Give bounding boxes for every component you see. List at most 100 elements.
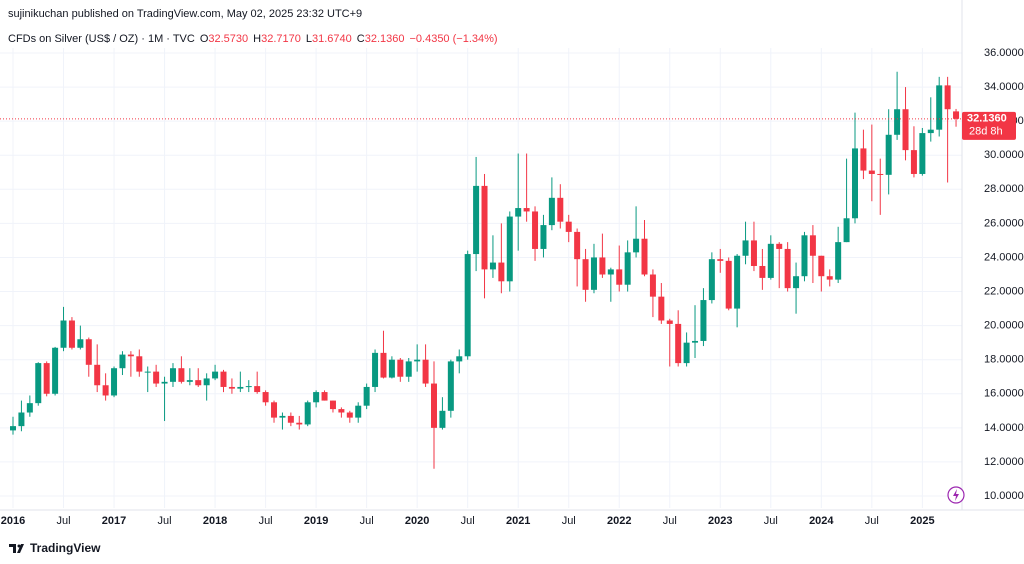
candle-body <box>532 211 539 249</box>
candle-body <box>599 257 606 275</box>
candle-body <box>784 248 791 289</box>
x-tick-label: Jul <box>56 515 70 527</box>
y-tick-label: 16.0000 <box>984 388 1024 400</box>
candle-body <box>35 363 42 404</box>
lightning-icon <box>947 486 965 504</box>
price-tag <box>962 111 1016 140</box>
candle-body <box>68 320 75 348</box>
candle-body <box>60 320 67 348</box>
y-tick-label: 28.0000 <box>984 183 1024 195</box>
candle-body <box>776 243 783 249</box>
candle-body <box>10 426 16 431</box>
candle-body <box>372 352 379 387</box>
y-tick-label: 18.0000 <box>984 354 1024 366</box>
y-tick-label: 26.0000 <box>984 217 1024 229</box>
candle-body <box>262 392 269 403</box>
candle-body <box>237 386 244 389</box>
legend-symbol: CFDs on Silver (US$ / OZ) · 1M · TVC <box>8 33 195 45</box>
candle-body <box>910 150 917 174</box>
y-tick-label: 20.0000 <box>984 320 1024 332</box>
candle-body <box>683 342 690 364</box>
candle-body <box>675 323 682 364</box>
candle-body <box>506 216 513 282</box>
candle-body <box>102 385 109 396</box>
candle-body <box>144 371 151 373</box>
candle-body <box>228 386 235 389</box>
candle-body <box>346 412 353 418</box>
candle-body <box>498 262 505 282</box>
candle-body <box>439 410 446 428</box>
x-tick-label: 2018 <box>203 515 227 527</box>
candle-body <box>329 400 336 410</box>
x-tick-label: 2024 <box>809 515 834 527</box>
candle-body <box>279 415 286 418</box>
candle-body <box>321 392 328 401</box>
y-tick-label: 10.0000 <box>984 490 1024 502</box>
price-tag-countdown: 28d 8h <box>969 126 1003 138</box>
candle-body <box>388 359 395 378</box>
candle-body <box>447 361 454 411</box>
candle-body <box>852 148 858 219</box>
candle-body <box>692 340 699 343</box>
y-tick-label: 34.0000 <box>984 81 1024 93</box>
legend-value: 32.7170 <box>261 33 301 45</box>
candle-body <box>590 257 597 290</box>
candle-body <box>919 133 926 174</box>
candle-body <box>94 364 101 386</box>
candle-body <box>565 221 572 232</box>
legend-value: 31.6740 <box>312 33 352 45</box>
x-tick-label: Jul <box>865 515 879 527</box>
x-tick-label: Jul <box>158 515 172 527</box>
candle-body <box>178 368 185 382</box>
x-tick-label: 2022 <box>607 515 631 527</box>
legend-value: 32.1360 <box>365 33 405 45</box>
candle-body <box>548 197 555 226</box>
candle-body <box>136 356 143 372</box>
candle-body <box>203 378 210 386</box>
x-tick-label: 2023 <box>708 515 732 527</box>
candle-body <box>431 383 437 428</box>
candle-body <box>85 339 92 365</box>
candle-body <box>793 276 800 289</box>
candle-body <box>582 259 589 290</box>
footer-logo <box>9 544 24 553</box>
candle-body <box>153 371 160 384</box>
x-tick-label: Jul <box>360 515 374 527</box>
candle-body <box>641 238 648 275</box>
candle-body <box>616 269 623 285</box>
candle-body <box>414 359 421 362</box>
plot: 10.0000 12.0000 14.0000 16.0000 18.0000 20.00… <box>0 0 1024 527</box>
candle-body <box>338 409 345 413</box>
candle-body <box>111 368 118 396</box>
candle-body <box>489 262 496 270</box>
candle-body <box>936 85 943 130</box>
candle-body <box>26 403 33 413</box>
candle-body <box>212 371 219 379</box>
x-tick-label: Jul <box>562 515 576 527</box>
candle-body <box>927 129 934 134</box>
publisher-line: sujinikuchan published on TradingView.co… <box>8 8 362 20</box>
candle-body <box>894 109 901 135</box>
x-tick-label: Jul <box>764 515 778 527</box>
candle-body <box>52 347 59 394</box>
candle-body <box>868 170 875 174</box>
candle-body <box>877 173 884 175</box>
candle-body <box>473 185 480 255</box>
candle-body <box>607 269 614 275</box>
legend-value: 32.5730 <box>208 33 248 45</box>
x-tick-label: 2019 <box>304 515 328 527</box>
candle-body <box>287 415 294 423</box>
x-tick-label: Jul <box>461 515 475 527</box>
candle-body <box>304 402 311 425</box>
candle-body <box>700 300 707 341</box>
candle-body <box>355 405 362 418</box>
candle-body <box>767 243 774 278</box>
candle-body <box>843 218 850 243</box>
candle-body <box>666 320 673 324</box>
candle-body <box>186 380 193 382</box>
candle-body <box>18 412 25 427</box>
candle-body <box>245 386 252 388</box>
legend: CFDs on Silver (US$ / OZ) · 1M · TVC O 3… <box>8 33 498 45</box>
candle-body <box>220 371 227 387</box>
candle-body <box>658 296 665 321</box>
